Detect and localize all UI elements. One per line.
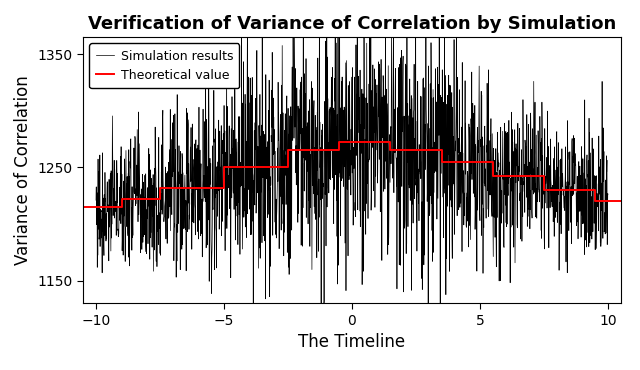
Theoretical value: [335, 140, 343, 145]
Simulation results: [604, 192, 612, 196]
Theoretical value: [438, 159, 445, 164]
Theoretical value: [284, 165, 292, 169]
Theoretical value: [284, 148, 292, 152]
Legend: Simulation results, Theoretical value: Simulation results, Theoretical value: [90, 43, 239, 88]
Theoretical value: [156, 197, 164, 201]
Simulation results: [496, 168, 504, 172]
X-axis label: The Timeline: The Timeline: [298, 333, 406, 352]
Theoretical value: [540, 188, 548, 192]
Theoretical value: [387, 148, 394, 152]
Theoretical value: [591, 199, 599, 204]
Theoretical value: [540, 174, 548, 179]
Theoretical value: [220, 185, 228, 190]
Y-axis label: Variance of Correlation: Variance of Correlation: [14, 75, 32, 265]
Simulation results: [424, 337, 432, 341]
Theoretical value: [118, 197, 125, 201]
Theoretical value: [387, 140, 394, 145]
Theoretical value: [617, 199, 625, 204]
Title: Verification of Variance of Correlation by Simulation: Verification of Variance of Correlation …: [88, 15, 616, 33]
Simulation results: [118, 249, 126, 253]
Simulation results: [341, 241, 349, 245]
Line: Simulation results: Simulation results: [96, 0, 608, 339]
Simulation results: [590, 179, 598, 184]
Simulation results: [328, 75, 335, 80]
Theoretical value: [335, 148, 343, 152]
Theoretical value: [489, 174, 497, 179]
Simulation results: [92, 198, 100, 202]
Theoretical value: [220, 165, 228, 169]
Line: Theoretical value: Theoretical value: [83, 142, 621, 207]
Simulation results: [589, 186, 597, 190]
Theoretical value: [156, 185, 164, 190]
Theoretical value: [79, 205, 87, 209]
Theoretical value: [118, 205, 125, 209]
Theoretical value: [591, 188, 599, 192]
Theoretical value: [438, 148, 445, 152]
Theoretical value: [489, 159, 497, 164]
